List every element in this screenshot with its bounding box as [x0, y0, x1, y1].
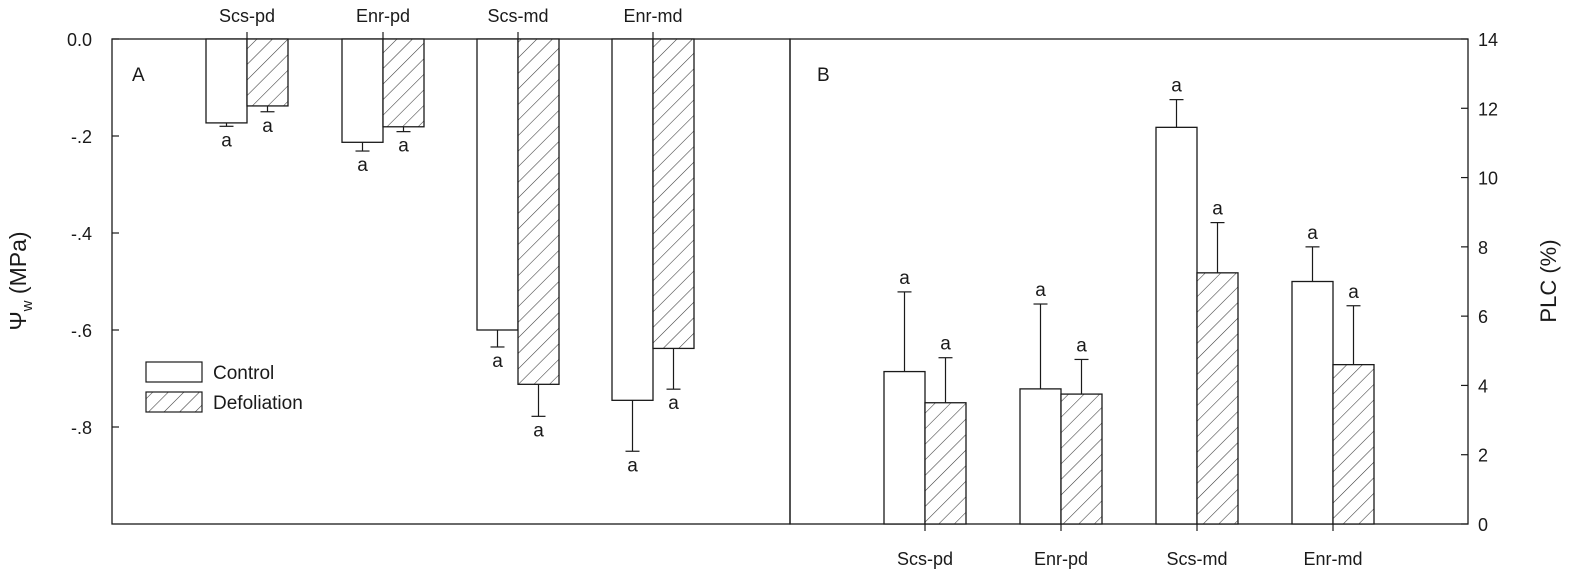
bar-defoliation	[1196, 272, 1239, 525]
panel-a-y-axis-subscript: w	[19, 300, 36, 312]
bar-control	[1291, 280, 1334, 525]
significance-label: a	[492, 351, 503, 372]
significance-label: a	[1076, 335, 1087, 356]
y-tick-label: -.8	[71, 418, 92, 438]
significance-label: a	[668, 393, 679, 414]
legend-control-swatch	[145, 361, 203, 383]
legend: Control Defoliation	[145, 361, 303, 414]
y-tick-label: -.6	[71, 321, 92, 341]
bar-control	[205, 38, 248, 124]
significance-label: a	[1307, 223, 1318, 244]
x-tick-label: Enr-pd	[1034, 549, 1088, 569]
panel-a-y-axis-title: Ψw (MPa)	[5, 231, 36, 330]
significance-label: a	[262, 116, 273, 137]
y-tick-label: 8	[1478, 238, 1488, 258]
bar-defoliation	[924, 402, 967, 525]
x-tick-label: Enr-md	[623, 6, 682, 26]
significance-label: a	[627, 455, 638, 476]
panel-b-label: B	[817, 65, 830, 86]
significance-label: a	[357, 155, 368, 176]
bar-defoliation	[652, 38, 695, 350]
bar-defoliation	[246, 38, 289, 107]
y-tick-label: -.2	[71, 127, 92, 147]
x-tick-label: Scs-md	[1166, 549, 1227, 569]
bar-defoliation	[1060, 393, 1103, 525]
panel-b-y-ticks: 0 2 4 6 8 10 12 14	[1461, 30, 1498, 535]
panel-b-frame	[789, 38, 1469, 525]
significance-label: a	[1212, 199, 1223, 220]
significance-label: a	[1171, 76, 1182, 97]
panel-a: A Ψw (MPa) 0.0-.2-.4-.6-.8 Scs-pd Enr-pd S…	[5, 6, 791, 525]
significance-label: a	[1035, 280, 1046, 301]
panel-a-y-ticks: 0.0 -.2 -.4 -.6 -.8	[67, 30, 119, 438]
panel-a-y-axis-symbol: Ψ	[5, 311, 31, 330]
y-tick-label: -.4	[71, 224, 92, 244]
y-tick-label: 0.0	[67, 30, 92, 50]
x-tick-label: Scs-md	[487, 6, 548, 26]
legend-defoliation-swatch	[145, 391, 203, 413]
x-tick-label: Scs-pd	[219, 6, 275, 26]
y-tick-label: 2	[1478, 446, 1488, 466]
y-tick-label: 10	[1478, 169, 1498, 189]
y-tick-label: 4	[1478, 376, 1488, 396]
y-tick-label: 12	[1478, 99, 1498, 119]
legend-control-label: Control	[213, 363, 274, 384]
significance-label: a	[899, 268, 910, 289]
panel-b-y-axis-title: PLC (%)	[1536, 239, 1561, 322]
significance-label: a	[398, 136, 409, 157]
panel-b: B PLC (%) 0 2 4 6 8 10 12 14 Scs-pd Enr-pd Scs-md…	[789, 30, 1561, 569]
bar-defoliation	[1332, 363, 1375, 525]
panel-a-label: A	[132, 65, 145, 86]
bar-control	[611, 38, 654, 401]
y-tick-label: 0	[1478, 515, 1488, 535]
y-tick-label: 6	[1478, 307, 1488, 327]
x-tick-label: Enr-pd	[356, 6, 410, 26]
x-tick-label: Enr-md	[1303, 549, 1362, 569]
bar-control	[341, 38, 384, 143]
bar-control	[883, 370, 926, 525]
x-tick-label: Scs-pd	[897, 549, 953, 569]
significance-label: a	[1348, 282, 1359, 303]
panel-a-y-axis-unit: (MPa)	[5, 231, 31, 300]
bar-defoliation	[382, 38, 425, 128]
bar-control	[476, 38, 519, 331]
y-tick-label: 14	[1478, 30, 1498, 50]
panel-a-x-ticks: Scs-pd Enr-pd Scs-md Enr-md	[219, 6, 683, 39]
panel-b-x-ticks: Scs-pd Enr-pd Scs-md Enr-md	[897, 524, 1363, 569]
panel-b-bars: a a a a a a a a	[883, 76, 1375, 525]
legend-defoliation-label: Defoliation	[213, 393, 303, 414]
significance-label: a	[533, 420, 544, 441]
bar-control	[1155, 126, 1198, 525]
bar-defoliation	[517, 38, 560, 385]
significance-label: a	[221, 130, 232, 151]
significance-label: a	[940, 334, 951, 355]
bar-control	[1019, 388, 1062, 525]
panel-a-bars: a a a a a a a a	[205, 38, 695, 476]
